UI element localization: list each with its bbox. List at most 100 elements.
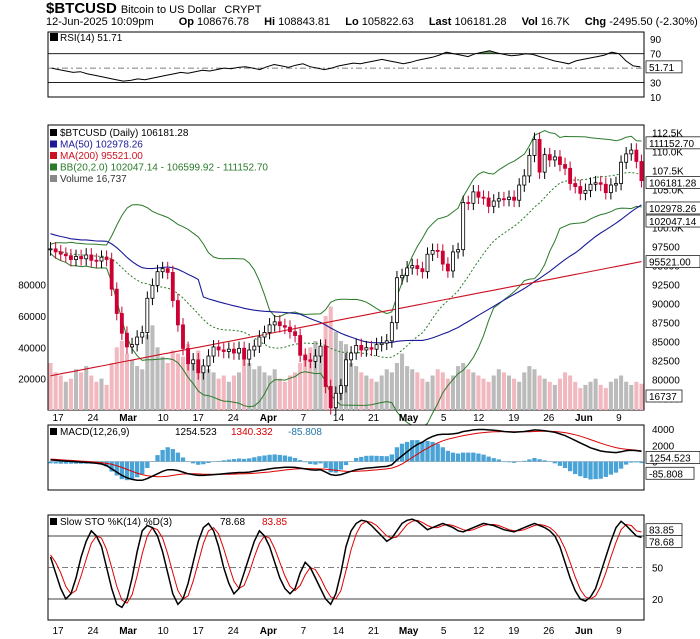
candle-body [445,263,450,272]
volume-bar [58,375,63,410]
volume-bar [236,372,242,410]
volume-bar [175,353,180,410]
bottom-x-label: 5 [441,626,447,637]
volume-bar [298,362,303,410]
ma200-line [50,261,642,377]
macd-line [50,428,642,482]
price-legend-swatch [50,129,57,136]
candle-body [272,321,277,326]
macd-histogram-bar [338,461,344,470]
volume-bar [216,378,221,410]
vol-label: Vol [521,16,538,28]
macd-histogram-bar [333,461,338,473]
price-x-label: 12 [473,413,485,424]
price-legend-swatch [50,140,57,148]
volume-bar [410,369,415,410]
candle-body [58,251,63,255]
candle-body [155,271,160,286]
price-x-label: 26 [543,413,555,424]
candle-body [267,324,272,333]
macd-histogram-bar [185,461,191,463]
candle-body [79,256,84,260]
rsi-tick-label: 30 [650,79,662,90]
macd-histogram-bar [634,461,639,463]
candle-body [74,256,78,260]
rsi-label: RSI(14) 51.71 [60,33,123,44]
price-x-label: Jun [575,413,593,424]
macd-histogram-bar [226,459,232,462]
macd-value-tag: 1254.523 [649,453,691,464]
sto-k-value: 78.68 [220,517,245,528]
macd-histogram-bar [618,461,624,469]
macd-histogram-bar [394,447,400,462]
vol-value: 16.7K [540,16,570,28]
candle-body [68,255,73,260]
volume-bar [94,381,99,410]
price-x-label: 5 [441,413,447,424]
high-label: Hi [264,16,276,28]
volume-bar [196,350,201,410]
macd-histogram-bar [114,461,119,476]
bottom-x-label: 10 [158,626,170,637]
bottom-x-label: 12 [473,626,485,637]
bb-upper-tag: 111152.70 [649,139,694,150]
candle-body [619,161,624,184]
bottom-x-label: May [399,626,419,637]
price-tick-label: 110.0K [652,148,683,159]
volume-bar [114,347,119,410]
price-x-label: 10 [158,413,170,424]
candle-body [440,250,445,265]
volume-bar [491,375,496,410]
volume-bar [145,334,150,410]
macd-histogram-bar [303,461,308,463]
macd-histogram-bar [425,441,430,462]
candle-body [542,154,547,173]
macd-histogram-bar [272,454,277,462]
volume-bar [634,381,639,410]
volume-bar [313,341,318,410]
candle-body [344,359,348,387]
macd-histogram-bar [354,457,359,462]
macd-histogram-bar [206,461,211,463]
candle-body [48,248,53,251]
macd-histogram-bar [343,461,349,466]
sto-legend-swatch [50,518,57,525]
volume-bar [308,347,313,410]
macd-histogram-bar [129,461,135,480]
macd-histogram-bar [308,461,313,465]
ma50-tag-box [645,201,700,215]
macd-histogram-bar [140,461,145,475]
price-x-label: 24 [87,413,99,424]
macd-histogram-bar [165,447,170,462]
macd-signal-value: 1340.332 [231,427,273,438]
macd-histogram-bar [511,461,517,463]
volume-bar [140,369,145,410]
candle-body [486,197,491,207]
volume-bar [73,369,79,410]
sto-k-tag-box [645,535,683,548]
price-legend-entry: $BTCUSD (Daily) 106181.28 [60,128,189,139]
bb-upper-tag-box [645,136,700,150]
candle-body [109,259,114,290]
macd-histogram-bar [191,461,196,464]
volume-bar [389,372,394,410]
price-tick-label: 85000 [652,338,680,349]
candle-body [226,348,231,352]
bb-lower-tag: 102047.14 [649,217,697,228]
macd-histogram-bar [201,461,206,465]
volume-bar [425,381,430,410]
macd-histogram-bar [231,459,237,462]
macd-histogram-bar [410,440,415,462]
sto-tick-label: 50 [652,564,664,575]
candle-body [466,202,471,204]
volume-bar [557,378,562,410]
volume-bar [517,381,522,410]
candle-body [573,183,578,187]
chg-value: -2495.50 (-2.30%) [609,16,698,28]
macd-histogram-bar [287,456,293,462]
macd-histogram-bar [277,454,282,462]
macd-histogram-bar [430,441,435,462]
candle-body [53,248,58,253]
candle-body [583,189,588,194]
price-tick-label: 90000 [652,300,680,311]
